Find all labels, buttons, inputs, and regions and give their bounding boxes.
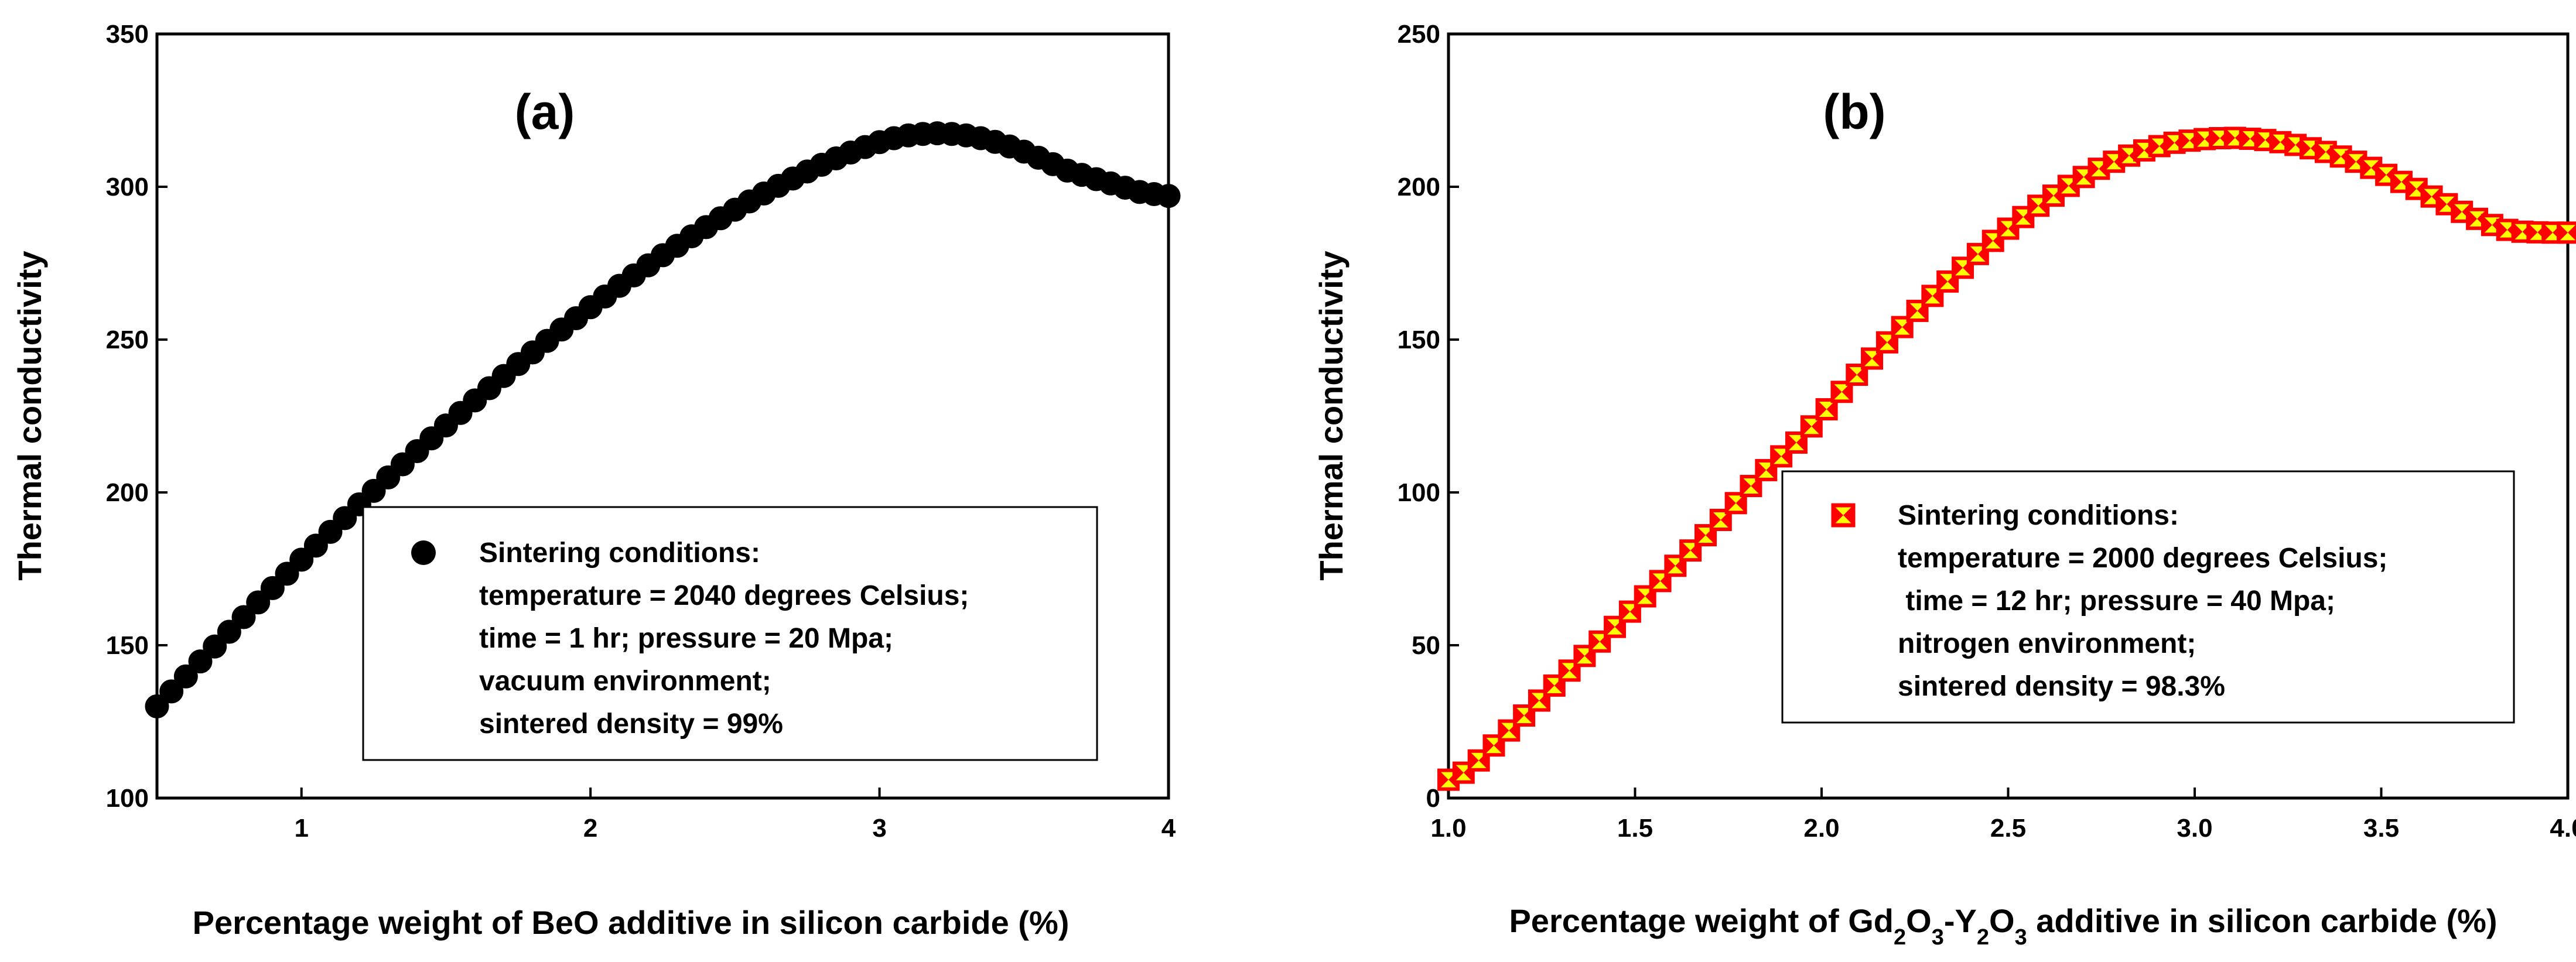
data-markers-b (1437, 126, 2576, 791)
y-axis-label-b: Thermal conductivity (1313, 251, 1350, 580)
x-tick-label-b: 2.0 (1803, 814, 1839, 843)
legend-line-a-2: temperature = 2040 degrees Celsius; (479, 580, 969, 611)
data-point-a (246, 590, 271, 615)
legend-line-b-5: sintered density = 98.3% (1898, 671, 2225, 702)
y-tick-label-b: 200 (1398, 173, 1440, 201)
x-tick-label-a: 4 (1161, 814, 1176, 843)
legend-marker-b (1831, 503, 1856, 528)
chart-panel-a: (a) 100 150 200 250 300 350 1 2 3 4 Thermal condu… (11, 20, 1181, 941)
y-tick-label-a: 300 (106, 173, 149, 201)
data-point-b (1452, 761, 1475, 784)
legend-line-a-1: Sintering conditions: (479, 538, 760, 569)
legend-line-b-2: temperature = 2000 degrees Celsius; (1898, 543, 2387, 574)
x-tick-label-b: 3.0 (2177, 814, 2212, 843)
panel-label-b: (b) (1823, 84, 1885, 139)
data-point-b (1891, 316, 1914, 338)
data-point-a (188, 649, 213, 674)
y-tick-label-a: 350 (106, 20, 149, 49)
legend-marker-a (411, 540, 436, 565)
legend-b: Sintering conditions: temperature = 2000… (1781, 470, 2515, 724)
y-tick-label-a: 200 (106, 478, 149, 507)
data-point-b (1588, 630, 1611, 653)
x-tick-label-b: 2.5 (1990, 814, 2026, 843)
data-point-b (1709, 508, 1732, 531)
data-point-b (1482, 734, 1505, 757)
legend-line-a-4: vacuum environment; (479, 666, 771, 697)
y-tick-label-a: 150 (106, 631, 149, 660)
data-point-a (260, 576, 285, 600)
data-markers-a (145, 121, 1181, 718)
x-tick-label-a: 1 (294, 814, 308, 843)
data-point-b (1830, 381, 1853, 403)
legend-line-b-3: time = 12 hr; pressure = 40 Mpa; (1898, 586, 2335, 617)
y-tick-label-a: 250 (106, 326, 149, 354)
data-point-b (1861, 347, 1884, 370)
legend-line-a-5: sintered density = 99% (479, 708, 783, 740)
data-point-a (145, 694, 169, 718)
data-point-a (173, 664, 198, 689)
x-tick-label-b: 1.5 (1617, 814, 1653, 843)
x-tick-label-a: 3 (872, 814, 886, 843)
x-tick-label-b: 4.0 (2550, 814, 2576, 843)
legend-box-a (362, 506, 1098, 761)
x-tick-label-b: 1.0 (1430, 814, 1466, 843)
data-point-b (1906, 299, 1929, 322)
plot-frame-a (155, 32, 1170, 800)
chart-panel-b: (b) 0501001502002501.01.52.02.53.03.54.0… (1313, 20, 2576, 950)
data-point-b (1921, 285, 1944, 307)
x-axis-label-a: Percentage weight of BeO additive in sil… (193, 904, 1070, 941)
legend-line-b-1: Sintering conditions: (1898, 500, 2179, 531)
panel-label-a: (a) (515, 84, 575, 139)
axis-ticks-a: 100 150 200 250 300 350 1 2 3 4 (106, 20, 1176, 843)
data-point-a (203, 634, 227, 659)
legend-line-b-4: nitrogen environment; (1898, 628, 2196, 659)
y-tick-label-a: 100 (106, 784, 149, 813)
data-point-b (1936, 270, 1959, 293)
data-point-a (1156, 184, 1181, 208)
data-point-b (1800, 415, 1823, 438)
y-tick-label-b: 150 (1398, 326, 1440, 354)
x-tick-label-a: 2 (583, 814, 597, 843)
y-tick-label-b: 250 (1398, 20, 1440, 49)
legend-line-a-3: time = 1 hr; pressure = 20 Mpa; (479, 623, 893, 654)
data-point-a (159, 679, 184, 704)
y-tick-label-b: 50 (1412, 631, 1440, 660)
legend-a: Sintering conditions: temperature = 2040… (362, 506, 1098, 761)
data-point-b (1815, 398, 1838, 421)
legend-box-b (1781, 470, 2515, 724)
x-axis-label-b: Percentage weight of Gd2O3-Y2O3 additive… (1509, 902, 2497, 950)
data-point-b (1740, 475, 1762, 498)
y-axis-label-a: Thermal conductivity (11, 251, 48, 580)
y-tick-label-b: 100 (1398, 478, 1440, 507)
x-tick-label-b: 3.5 (2363, 814, 2399, 843)
data-point-a (231, 605, 256, 629)
data-point-a (217, 619, 241, 644)
data-point-b (2557, 221, 2576, 244)
